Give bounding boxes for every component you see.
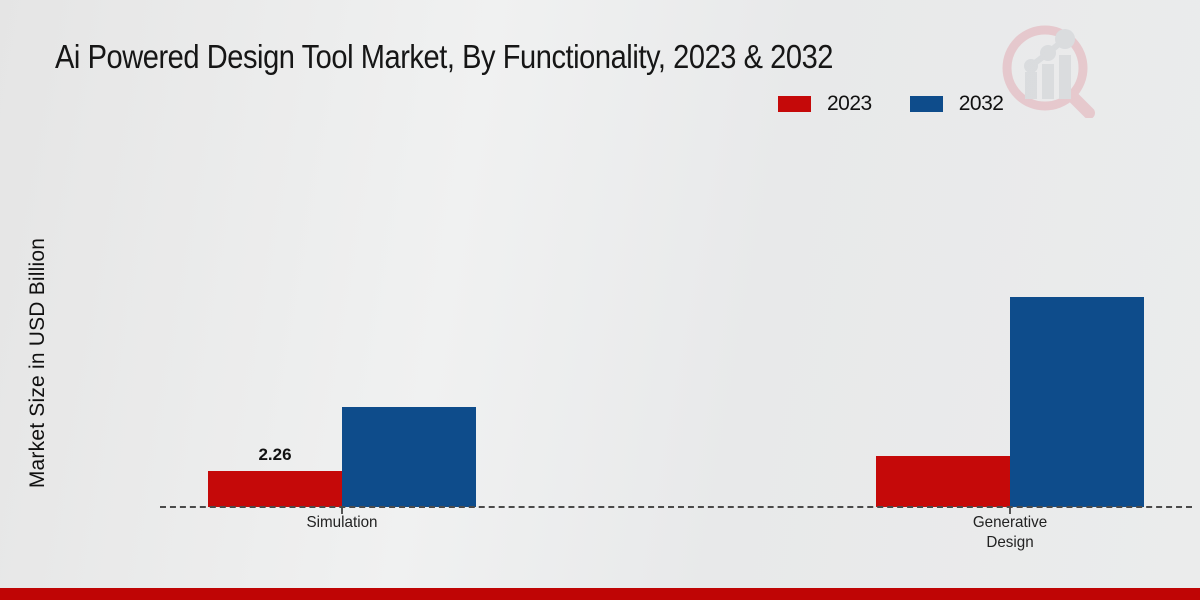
bar-value-label: 2.26 [258, 445, 292, 464]
x-tick [341, 508, 343, 514]
chart-title: Ai Powered Design Tool Market, By Functi… [55, 38, 834, 75]
footer-stripe [0, 588, 1200, 600]
legend-label-2023: 2023 [827, 92, 872, 115]
x-tick-label: Generative Design [972, 514, 1048, 551]
legend-item-2023: 2023 [778, 92, 872, 116]
bar-2032-generative-design [1010, 297, 1144, 507]
x-tick-label: Simulation [306, 514, 378, 531]
legend-item-2032: 2032 [909, 92, 1004, 116]
x-tick [1009, 508, 1011, 514]
legend-swatch-2032 [909, 96, 943, 112]
legend-label-2032: 2032 [958, 92, 1004, 115]
watermark-logo [995, 22, 1095, 119]
bar-2032-simulation [342, 407, 476, 507]
legend: 2023 2032 [778, 92, 1004, 116]
bar-2023-simulation [208, 471, 342, 507]
magnifier-bar-chart-icon [1002, 25, 1095, 119]
x-axis-baseline [160, 506, 1192, 508]
legend-swatch-2023 [778, 96, 811, 112]
bar-2023-generative-design [876, 456, 1010, 507]
